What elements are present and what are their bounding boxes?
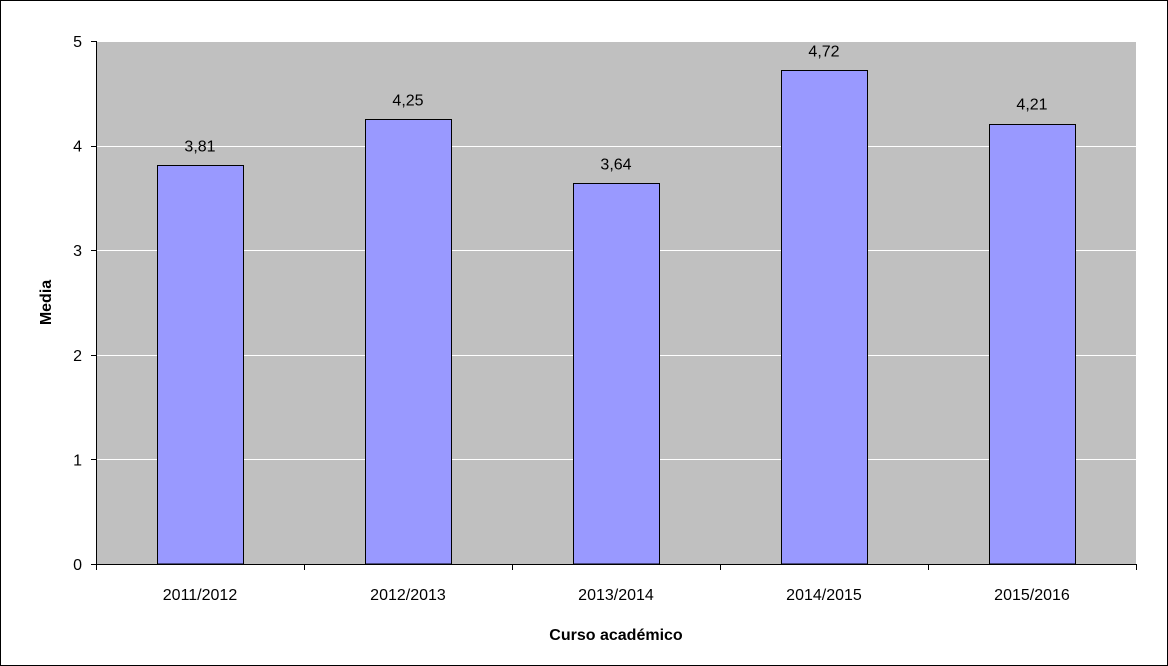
y-tick-label-3: 3 bbox=[73, 243, 82, 260]
y-tick-label-5: 5 bbox=[73, 34, 82, 51]
x-tick-label-2: 2013/2014 bbox=[578, 587, 654, 604]
bar-1 bbox=[365, 119, 452, 565]
x-tick-label-3: 2014/2015 bbox=[786, 587, 862, 604]
bar-0 bbox=[157, 165, 244, 565]
labels: 3,81 2011/2012 4,25 2012/2013 3,64 2013/2014 4… bbox=[73, 34, 1070, 604]
y-tick-label-1: 1 bbox=[73, 452, 82, 469]
data-label-1: 4,25 bbox=[392, 92, 423, 109]
bar-3 bbox=[781, 70, 868, 565]
data-label-3: 4,72 bbox=[808, 43, 839, 60]
y-tick-label-0: 0 bbox=[73, 557, 82, 574]
axes bbox=[91, 41, 1137, 570]
data-label-2: 3,64 bbox=[600, 156, 631, 173]
data-label-0: 3,81 bbox=[184, 138, 215, 155]
x-axis-title: Curso académico bbox=[549, 627, 683, 644]
x-tick-label-4: 2015/2016 bbox=[994, 587, 1070, 604]
bar-2 bbox=[573, 183, 660, 565]
x-tick-label-0: 2011/2012 bbox=[163, 587, 238, 604]
bar-4 bbox=[989, 124, 1076, 565]
bars bbox=[157, 70, 1076, 565]
x-tick-label-1: 2012/2013 bbox=[370, 587, 446, 604]
y-tick-label-4: 4 bbox=[73, 139, 82, 156]
y-tick-label-2: 2 bbox=[73, 348, 82, 365]
data-label-4: 4,21 bbox=[1016, 97, 1047, 114]
y-axis-title: Media bbox=[38, 280, 55, 325]
